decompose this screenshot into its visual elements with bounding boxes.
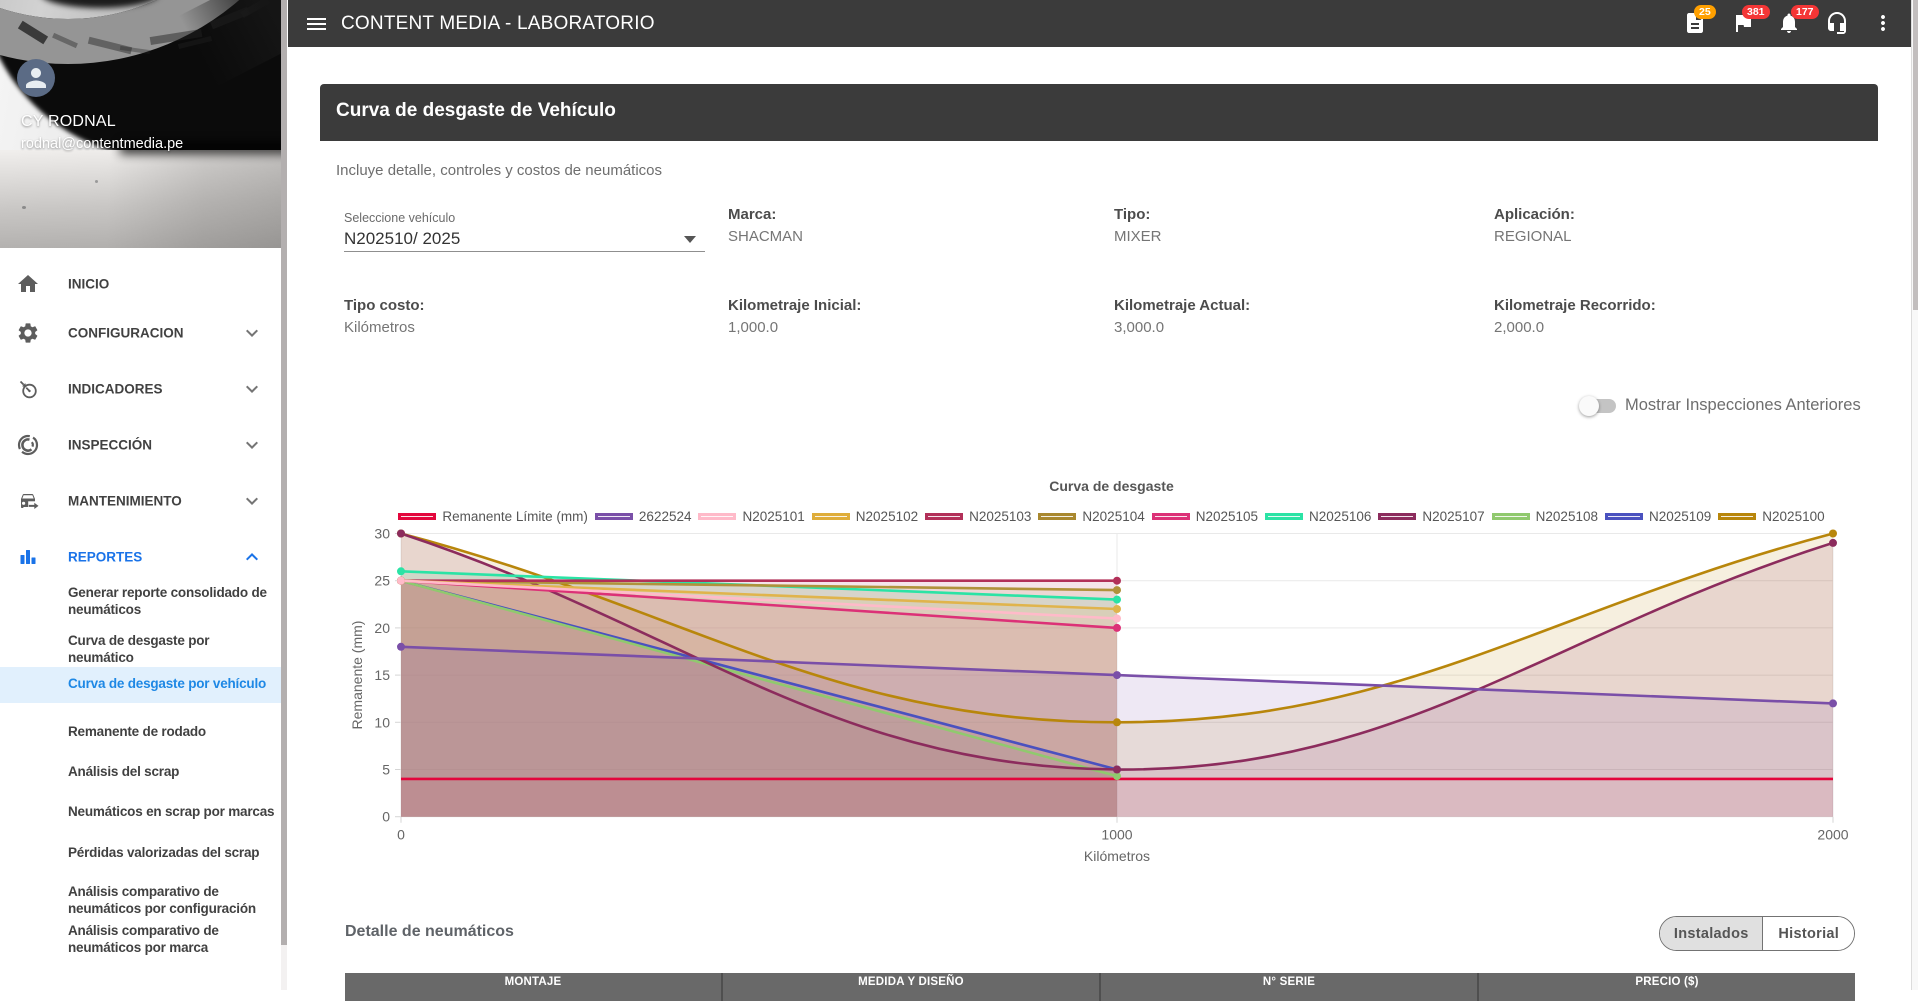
svg-text:2000: 2000 <box>1817 827 1848 843</box>
svg-text:0: 0 <box>397 827 405 843</box>
svg-text:30: 30 <box>374 526 390 542</box>
svg-text:15: 15 <box>374 667 390 683</box>
svg-text:0: 0 <box>382 809 390 825</box>
svg-text:5: 5 <box>382 762 390 778</box>
svg-text:20: 20 <box>374 620 390 636</box>
svg-text:Remanente (mm): Remanente (mm) <box>349 621 365 730</box>
svg-text:25: 25 <box>374 573 390 589</box>
svg-text:1000: 1000 <box>1101 827 1132 843</box>
svg-text:Kilómetros: Kilómetros <box>1084 848 1150 864</box>
svg-text:10: 10 <box>374 714 390 730</box>
